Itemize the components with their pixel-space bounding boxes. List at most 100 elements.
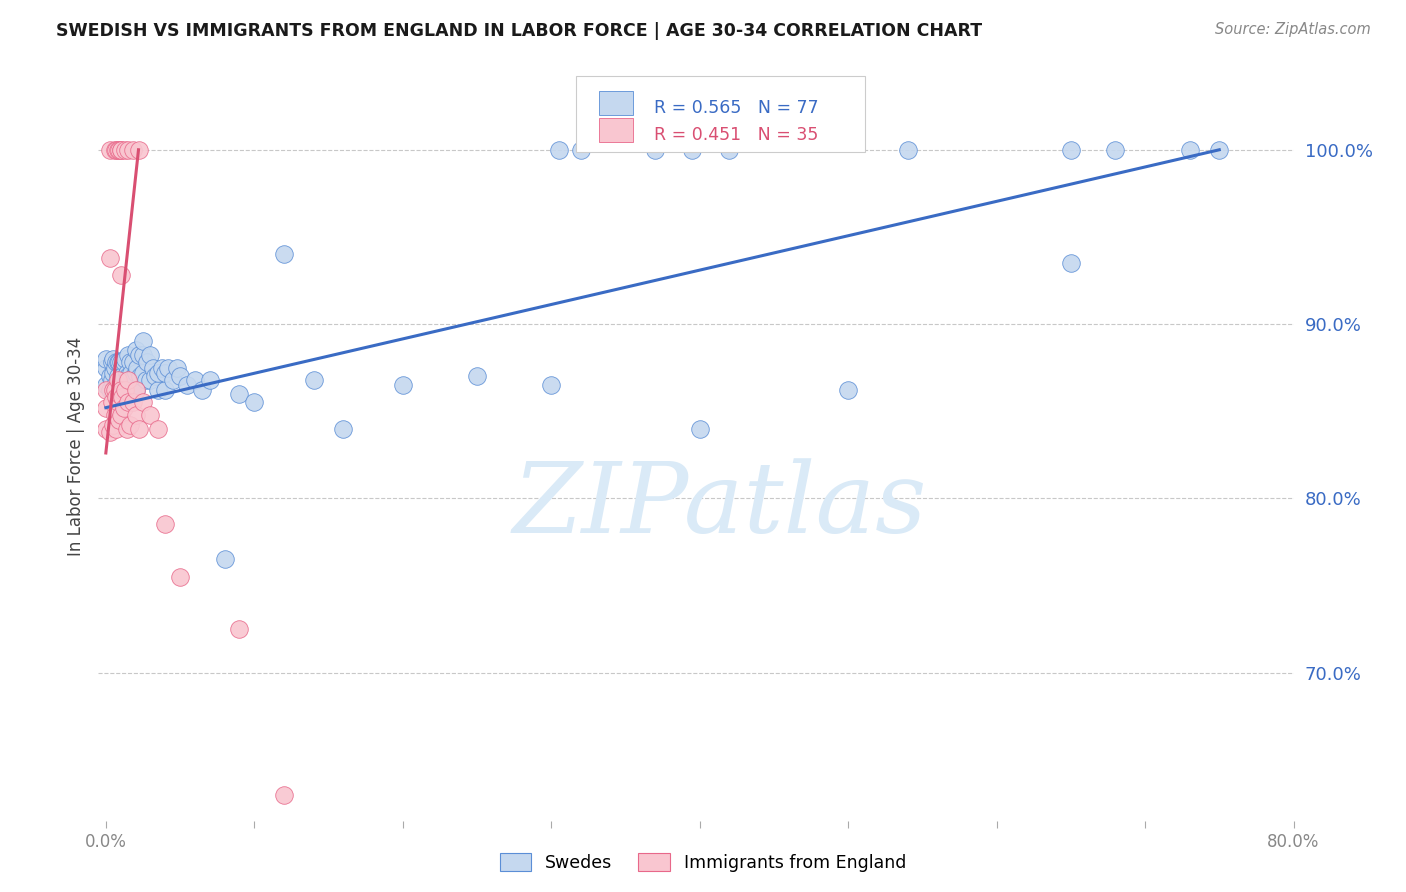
Point bbox=[118, 378, 141, 392]
Point bbox=[132, 348, 155, 362]
Point bbox=[681, 143, 703, 157]
Point bbox=[124, 366, 146, 380]
Point bbox=[114, 378, 136, 392]
Point bbox=[114, 383, 136, 397]
Point bbox=[114, 351, 136, 366]
Point bbox=[125, 360, 148, 375]
Point bbox=[143, 369, 166, 384]
Y-axis label: In Labor Force | Age 30-34: In Labor Force | Age 30-34 bbox=[66, 336, 84, 556]
Point bbox=[1060, 143, 1083, 157]
Point bbox=[155, 517, 177, 532]
Point bbox=[104, 378, 127, 392]
Point bbox=[104, 408, 127, 422]
Point bbox=[896, 143, 918, 157]
Point bbox=[124, 383, 146, 397]
Point bbox=[105, 390, 128, 404]
Point bbox=[142, 360, 165, 375]
Point bbox=[136, 355, 159, 369]
Point bbox=[117, 143, 139, 157]
Point bbox=[1178, 143, 1201, 157]
Point bbox=[547, 143, 569, 157]
Point bbox=[103, 418, 125, 433]
Point bbox=[103, 386, 125, 401]
Point bbox=[129, 369, 152, 384]
Point bbox=[155, 366, 177, 380]
Point bbox=[169, 369, 191, 384]
Point bbox=[1104, 143, 1126, 157]
Point bbox=[124, 383, 146, 397]
Point bbox=[243, 395, 266, 409]
Point bbox=[169, 570, 191, 584]
Point bbox=[108, 386, 131, 401]
Point bbox=[94, 383, 117, 397]
Point bbox=[162, 373, 184, 387]
Point bbox=[122, 369, 145, 384]
Point bbox=[332, 421, 354, 435]
Text: R = 0.565   N = 77: R = 0.565 N = 77 bbox=[654, 99, 818, 117]
Point bbox=[128, 421, 150, 435]
Point bbox=[120, 366, 142, 380]
Point bbox=[132, 334, 155, 349]
Point bbox=[465, 369, 488, 384]
Point bbox=[146, 421, 169, 435]
Point bbox=[139, 373, 162, 387]
Point bbox=[121, 386, 143, 401]
Point bbox=[139, 348, 162, 362]
Point bbox=[121, 143, 143, 157]
Point bbox=[228, 622, 250, 636]
Point bbox=[837, 383, 859, 397]
Point bbox=[105, 383, 128, 397]
Point bbox=[273, 788, 295, 802]
Point bbox=[107, 395, 129, 409]
Point bbox=[176, 378, 198, 392]
Point bbox=[569, 143, 592, 157]
Point bbox=[191, 383, 214, 397]
Point bbox=[184, 373, 207, 387]
Point bbox=[718, 143, 741, 157]
Point bbox=[689, 421, 711, 435]
Point bbox=[101, 355, 124, 369]
Point bbox=[107, 369, 129, 384]
Point bbox=[155, 383, 177, 397]
Point bbox=[94, 351, 117, 366]
Point bbox=[98, 369, 121, 384]
Point bbox=[94, 421, 117, 435]
Point bbox=[118, 418, 141, 433]
Point bbox=[112, 355, 135, 369]
Point bbox=[108, 143, 131, 157]
Text: SWEDISH VS IMMIGRANTS FROM ENGLAND IN LABOR FORCE | AGE 30-34 CORRELATION CHART: SWEDISH VS IMMIGRANTS FROM ENGLAND IN LA… bbox=[56, 22, 983, 40]
Point bbox=[104, 360, 127, 375]
Point bbox=[107, 355, 129, 369]
Point bbox=[146, 366, 169, 380]
Point bbox=[124, 343, 146, 358]
Point bbox=[110, 386, 132, 401]
Point bbox=[108, 378, 131, 392]
Point bbox=[104, 143, 127, 157]
Point bbox=[104, 383, 127, 397]
Point bbox=[121, 355, 143, 369]
Point bbox=[135, 373, 157, 387]
Point bbox=[98, 425, 121, 439]
Point bbox=[110, 408, 132, 422]
Point bbox=[391, 378, 413, 392]
Point bbox=[107, 373, 129, 387]
Point bbox=[110, 143, 132, 157]
Point bbox=[105, 355, 128, 369]
Point bbox=[101, 395, 124, 409]
Point bbox=[115, 421, 138, 435]
Point bbox=[111, 369, 134, 384]
Point bbox=[107, 386, 129, 401]
Point bbox=[108, 355, 131, 369]
Point bbox=[117, 373, 139, 387]
Point bbox=[105, 421, 128, 435]
Point bbox=[124, 408, 146, 422]
Text: Source: ZipAtlas.com: Source: ZipAtlas.com bbox=[1215, 22, 1371, 37]
Point bbox=[132, 366, 155, 380]
Point bbox=[110, 268, 132, 283]
Point bbox=[103, 366, 125, 380]
Text: ZIPatlas: ZIPatlas bbox=[513, 458, 927, 554]
Point bbox=[273, 247, 295, 261]
Point bbox=[110, 383, 132, 397]
Point bbox=[128, 143, 150, 157]
Point bbox=[644, 143, 666, 157]
